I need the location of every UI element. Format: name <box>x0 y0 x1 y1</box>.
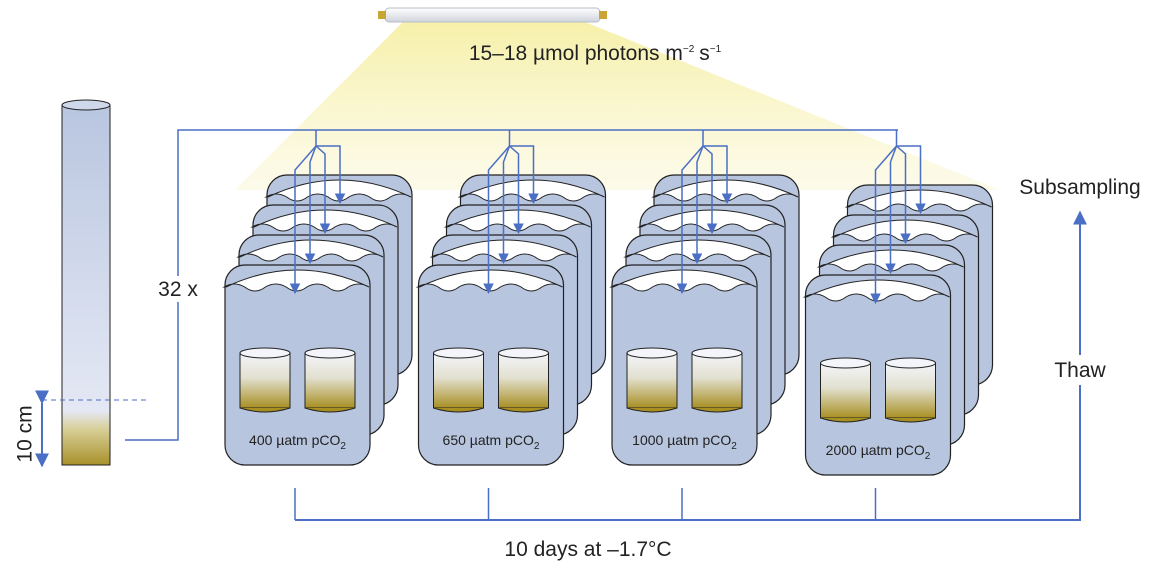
lamp-cap <box>599 11 607 19</box>
water-surface <box>457 179 605 202</box>
jar <box>804 274 952 476</box>
inlet-arrow <box>483 145 511 295</box>
light-beam <box>235 20 1000 190</box>
replicates-label: 32 x <box>158 278 198 301</box>
inlet-arrow <box>509 145 524 235</box>
sediment-cup <box>498 352 549 409</box>
cup-rim <box>820 357 871 369</box>
light-exponent: −2 <box>683 44 695 55</box>
water-surface <box>222 269 370 292</box>
inlet-arrow <box>885 145 898 275</box>
inlet-arrow <box>870 145 898 305</box>
cup-rim <box>498 347 549 359</box>
tank-label: 1000 µatm pCO2 <box>632 432 737 452</box>
sediment-cup <box>626 352 678 409</box>
cup-base <box>885 417 936 423</box>
light-exponent: −1 <box>710 44 722 55</box>
inlet-arrow <box>676 145 704 295</box>
sediment-cup <box>820 362 871 419</box>
cup-base <box>433 407 484 413</box>
inlet-arrow <box>289 145 317 295</box>
jar <box>224 264 371 466</box>
inlet-arrow <box>509 145 539 205</box>
water-surface <box>802 279 950 302</box>
label-bg <box>150 276 206 302</box>
lamp-cap <box>378 11 386 19</box>
sediment-cup <box>239 352 291 409</box>
thaw-label: Thaw <box>1054 359 1106 382</box>
water-surface <box>844 189 992 212</box>
cup-rim <box>626 347 678 359</box>
tank-label-subscript: 2 <box>925 451 931 462</box>
subsampling-label: Subsampling <box>1019 176 1140 199</box>
process-line <box>295 210 1087 521</box>
cup-rim <box>304 347 356 359</box>
sediment-core <box>61 104 111 466</box>
light-intensity: 15–18 µmol photons m−2 s−1 <box>469 42 722 65</box>
inlet-arrow <box>703 145 733 205</box>
sediment-cup <box>433 352 484 409</box>
label-bg <box>1045 355 1115 385</box>
incubation-label: 10 days at –1.7°C <box>504 538 671 561</box>
core-top <box>61 99 111 111</box>
inlet-arrow <box>896 145 926 215</box>
tank-label-text: 1000 µatm pCO <box>632 432 731 448</box>
inlet-arrow <box>691 145 704 265</box>
water-surface <box>264 179 412 202</box>
light-text: 15–18 µmol photons m <box>469 42 683 65</box>
tank-label-text: 2000 µatm pCO <box>826 442 925 458</box>
water-surface <box>415 269 563 292</box>
cup-rim <box>433 347 484 359</box>
sediment-cup <box>304 352 356 409</box>
cup-base <box>691 407 743 413</box>
water-surface <box>609 269 757 292</box>
tank-label-subscript: 2 <box>534 441 540 452</box>
sediment-cup <box>885 362 936 419</box>
jar <box>417 264 565 466</box>
tank-groups: 400 µatm pCO2 650 µatm pCO2 1000 µatm pCO2… <box>222 130 994 520</box>
depth-label: 10 cm <box>14 405 37 462</box>
inlet-arrow <box>315 145 331 235</box>
inlet-arrow <box>304 145 317 265</box>
cup-rim <box>885 357 936 369</box>
cup-base <box>239 407 291 413</box>
tank-label-subscript: 2 <box>731 441 737 452</box>
jar <box>611 264 758 466</box>
cup-base <box>626 407 678 413</box>
tank-label: 2000 µatm pCO2 <box>826 442 931 462</box>
cup-base <box>304 407 356 413</box>
tank-label: 400 µatm pCO2 <box>249 432 346 452</box>
cup-rim <box>691 347 743 359</box>
tank-label-subscript: 2 <box>340 441 346 452</box>
cup-base <box>498 407 549 413</box>
lamp <box>384 7 601 23</box>
inlet-arrow <box>702 145 718 235</box>
inlet-arrow <box>316 145 346 205</box>
tank-label: 650 µatm pCO2 <box>443 432 540 452</box>
inlet-arrow <box>896 145 911 245</box>
inlet-arrow <box>498 145 511 265</box>
tank-label-text: 400 µatm pCO <box>249 432 340 448</box>
cup-base <box>820 417 871 423</box>
tank-label-text: 650 µatm pCO <box>443 432 534 448</box>
water-surface <box>651 179 799 202</box>
light-text: s <box>699 42 710 65</box>
cup-rim <box>239 347 291 359</box>
sediment-cup <box>691 352 743 409</box>
